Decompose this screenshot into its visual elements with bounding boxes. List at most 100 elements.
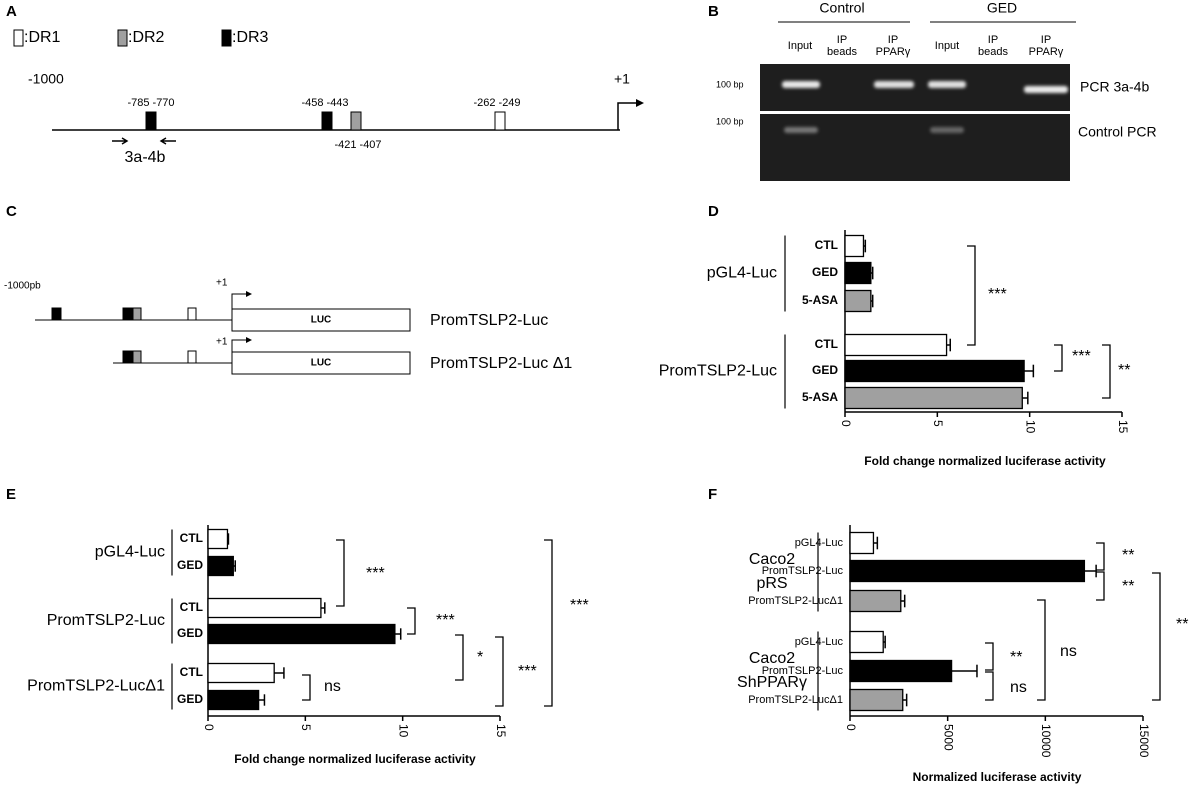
x-tick-label: 0 — [202, 724, 216, 731]
luc-label: LUC — [311, 358, 332, 369]
tss-arrow — [617, 102, 636, 130]
promoter-map: :DR1 :DR2 :DR3 -1000 -785 -770 -458 -443… — [13, 29, 644, 166]
group-label: Control — [819, 0, 864, 16]
panel-label: B — [708, 3, 719, 20]
legend-label: :DR2 — [128, 29, 165, 46]
site-label: -785 -770 — [127, 97, 174, 109]
significance-label: ** — [1118, 362, 1130, 379]
significance-bracket — [544, 539, 553, 707]
constructs: -1000pb +1 LUC PromTSLP2-Luc +1 LUC Prom… — [4, 278, 572, 375]
significance-label: *** — [570, 597, 589, 614]
category-label: GED — [812, 363, 838, 377]
group-label: Caco2 — [749, 650, 795, 667]
site-box — [132, 350, 142, 364]
group-label: PromTSLP2-LucΔ1 — [27, 678, 165, 695]
category-label: GED — [177, 692, 203, 706]
legend-swatch — [221, 29, 232, 47]
significance-bracket — [967, 245, 976, 346]
site-box — [51, 307, 62, 321]
x-axis-label: Normalized luciferase activity — [913, 770, 1082, 784]
bar — [844, 289, 872, 313]
site-label: -262 -249 — [473, 97, 520, 109]
x-tick-label: 0 — [839, 420, 853, 427]
site-box — [132, 307, 142, 321]
group-label: Caco2 — [749, 551, 795, 568]
construct-name: PromTSLP2-Luc Δ1 — [430, 355, 572, 372]
bar — [207, 528, 229, 550]
significance-bracket — [495, 636, 504, 707]
lane-label: IP — [1041, 34, 1051, 46]
bar — [844, 234, 865, 258]
site-box — [122, 350, 133, 364]
x-axis-label: Fold change normalized luciferase activi… — [234, 752, 476, 766]
significance-label: ns — [1010, 679, 1027, 696]
significance-bracket — [302, 674, 311, 701]
bar — [849, 630, 884, 654]
gel-band — [928, 81, 966, 88]
luc-label: LUC — [311, 315, 332, 326]
bar — [849, 688, 904, 712]
x-axis-label: Fold change normalized luciferase activi… — [864, 454, 1106, 468]
bar — [207, 597, 322, 619]
group-label: pRS — [756, 575, 787, 592]
significance-bracket — [1037, 599, 1046, 701]
bar — [844, 359, 1025, 383]
significance-label: ns — [324, 678, 341, 695]
site-box — [321, 111, 333, 131]
significance-label: *** — [988, 286, 1007, 303]
x-tick-label: 0 — [844, 724, 858, 731]
panel-label: E — [6, 486, 16, 503]
lane-label: PPARγ — [876, 46, 911, 58]
x-tick-label: 15 — [494, 724, 508, 738]
gel-band — [782, 81, 820, 88]
significance-bracket — [1152, 572, 1161, 701]
tss-arrowhead — [246, 337, 252, 343]
significance-label: ns — [1060, 643, 1077, 660]
bar — [849, 589, 902, 613]
bar — [849, 659, 953, 683]
category-label: 5-ASA — [802, 390, 838, 404]
lane-label: IP — [888, 34, 898, 46]
category-label: CTL — [180, 531, 203, 545]
x-tick-label: 10 — [1023, 420, 1037, 434]
category-label: GED — [177, 558, 203, 572]
site-box — [122, 307, 133, 321]
tss-label: +1 — [614, 71, 630, 87]
group-label: GED — [987, 0, 1017, 16]
site-box — [494, 111, 506, 131]
significance-label: * — [477, 649, 483, 666]
bar — [849, 531, 875, 555]
category-label: CTL — [815, 337, 838, 351]
x-tick-label: 15 — [1116, 420, 1130, 434]
significance-label: ** — [1122, 578, 1134, 595]
lane-label: IP — [988, 34, 998, 46]
significance-bracket — [407, 607, 416, 635]
bar — [844, 386, 1023, 410]
group-label: PromTSLP2-Luc — [659, 363, 777, 380]
panel-label: A — [6, 3, 17, 20]
lane-label: beads — [827, 46, 857, 58]
gel-band — [874, 81, 914, 88]
x-tick-label: 15000 — [1137, 724, 1151, 758]
gel-band — [930, 127, 964, 133]
category-label: CTL — [815, 238, 838, 252]
marker-label: 100 bp — [716, 116, 744, 126]
significance-bracket — [1096, 542, 1105, 571]
bar — [207, 623, 396, 645]
significance-bracket — [336, 539, 345, 607]
tss-label: +1 — [216, 337, 228, 348]
legend-label: :DR3 — [232, 29, 269, 46]
tss-arrowhead — [246, 291, 252, 297]
panel-label: F — [708, 486, 717, 503]
site-label: -421 -407 — [334, 139, 381, 151]
primer-label: 3a-4b — [125, 149, 166, 166]
panel-label: C — [6, 203, 17, 220]
x-tick-label: 5 — [931, 420, 945, 427]
significance-label: *** — [518, 663, 537, 680]
category-label: PromTSLP2-Luc — [762, 565, 844, 577]
category-label: PromTSLP2-LucΔ1 — [748, 694, 843, 706]
category-label: PromTSLP2-LucΔ1 — [748, 595, 843, 607]
lane-label: IP — [837, 34, 847, 46]
start-label: -1000pb — [4, 281, 41, 292]
site-label: -458 -443 — [301, 97, 348, 109]
